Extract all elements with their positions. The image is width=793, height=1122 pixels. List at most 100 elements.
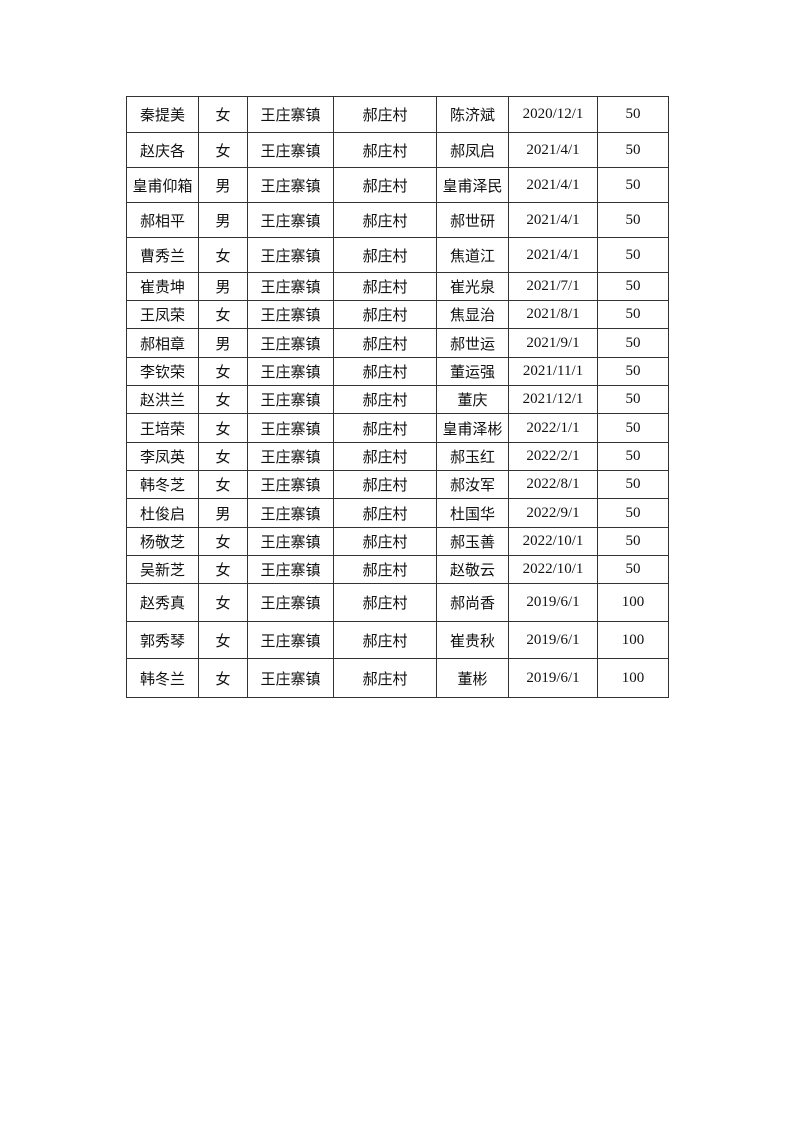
cell-town: 王庄寨镇 — [247, 167, 334, 203]
cell-gender: 女 — [198, 385, 248, 414]
cell-town: 王庄寨镇 — [247, 132, 334, 168]
cell-payer: 董庆 — [436, 385, 509, 414]
cell-date: 2022/10/1 — [508, 527, 598, 556]
cell-name: 李钦荣 — [126, 357, 199, 386]
cell-name: 韩冬芝 — [126, 470, 199, 499]
cell-village: 郝庄村 — [333, 167, 437, 203]
cell-name: 秦提美 — [126, 96, 199, 133]
cell-town: 王庄寨镇 — [247, 272, 334, 301]
cell-amount: 50 — [597, 167, 669, 203]
cell-village: 郝庄村 — [333, 555, 437, 584]
cell-village: 郝庄村 — [333, 470, 437, 499]
table-row: 王凤荣女王庄寨镇 郝庄村 焦显治 2021/8/1 50 — [126, 300, 669, 329]
cell-date: 2021/12/1 — [508, 385, 598, 414]
cell-name: 赵庆各 — [126, 132, 199, 168]
cell-village: 郝庄村 — [333, 498, 437, 528]
cell-name: 郝相平 — [126, 202, 199, 238]
cell-amount: 100 — [597, 621, 669, 659]
cell-village: 郝庄村 — [333, 621, 437, 659]
cell-gender: 男 — [198, 498, 248, 528]
cell-gender: 女 — [198, 413, 248, 443]
cell-amount: 50 — [597, 413, 669, 443]
cell-gender: 男 — [198, 167, 248, 203]
cell-payer: 皇甫泽民 — [436, 167, 509, 203]
cell-date: 2020/12/1 — [508, 96, 598, 133]
cell-name: 皇甫仰箱 — [126, 167, 199, 203]
cell-payer: 郝汝军 — [436, 470, 509, 499]
cell-payer: 郝世运 — [436, 328, 509, 358]
cell-payer: 崔光泉 — [436, 272, 509, 301]
cell-town: 王庄寨镇 — [247, 658, 334, 698]
table-row: 曹秀兰女王庄寨镇 郝庄村 焦道江 2021/4/1 50 — [126, 237, 669, 273]
table-row: 韩冬芝女王庄寨镇 郝庄村 郝汝军 2022/8/1 50 — [126, 470, 669, 499]
table-row: 赵洪兰女王庄寨镇 郝庄村 董庆 2021/12/1 50 — [126, 385, 669, 414]
cell-village: 郝庄村 — [333, 658, 437, 698]
cell-town: 王庄寨镇 — [247, 621, 334, 659]
cell-name: 赵秀真 — [126, 583, 199, 622]
cell-gender: 男 — [198, 328, 248, 358]
cell-date: 2019/6/1 — [508, 621, 598, 659]
cell-date: 2021/7/1 — [508, 272, 598, 301]
cell-name: 赵洪兰 — [126, 385, 199, 414]
cell-amount: 100 — [597, 583, 669, 622]
cell-amount: 50 — [597, 442, 669, 471]
cell-date: 2019/6/1 — [508, 658, 598, 698]
cell-town: 王庄寨镇 — [247, 237, 334, 273]
cell-date: 2022/8/1 — [508, 470, 598, 499]
cell-payer: 郝尚香 — [436, 583, 509, 622]
cell-payer: 董彬 — [436, 658, 509, 698]
cell-amount: 50 — [597, 470, 669, 499]
cell-amount: 50 — [597, 555, 669, 584]
data-table: 秦提美女王庄寨镇 郝庄村 陈济斌 2020/12/1 50 赵庆各女王庄寨镇 郝庄村 郝凤启 2… — [126, 96, 669, 698]
cell-gender: 男 — [198, 202, 248, 238]
cell-town: 王庄寨镇 — [247, 470, 334, 499]
cell-village: 郝庄村 — [333, 328, 437, 358]
cell-date: 2021/4/1 — [508, 132, 598, 168]
cell-name: 郝相章 — [126, 328, 199, 358]
cell-date: 2022/10/1 — [508, 555, 598, 584]
cell-name: 吴新芝 — [126, 555, 199, 584]
cell-gender: 女 — [198, 621, 248, 659]
cell-name: 王培荣 — [126, 413, 199, 443]
cell-date: 2019/6/1 — [508, 583, 598, 622]
cell-gender: 女 — [198, 555, 248, 584]
cell-gender: 女 — [198, 357, 248, 386]
table-row: 皇甫仰箱男王庄寨镇 郝庄村 皇甫泽民 2021/4/1 50 — [126, 167, 669, 203]
cell-name: 李凤英 — [126, 442, 199, 471]
cell-town: 王庄寨镇 — [247, 96, 334, 133]
cell-amount: 50 — [597, 498, 669, 528]
cell-gender: 女 — [198, 583, 248, 622]
cell-amount: 50 — [597, 300, 669, 329]
cell-village: 郝庄村 — [333, 357, 437, 386]
cell-village: 郝庄村 — [333, 237, 437, 273]
table-row: 吴新芝女王庄寨镇 郝庄村 赵敬云 2022/10/1 50 — [126, 555, 669, 584]
cell-payer: 赵敬云 — [436, 555, 509, 584]
table-row: 秦提美女王庄寨镇 郝庄村 陈济斌 2020/12/1 50 — [126, 96, 669, 133]
table-row: 崔贵坤男王庄寨镇 郝庄村 崔光泉 2021/7/1 50 — [126, 272, 669, 301]
table-row: 韩冬兰女王庄寨镇 郝庄村 董彬 2019/6/1 100 — [126, 658, 669, 698]
cell-town: 王庄寨镇 — [247, 328, 334, 358]
cell-name: 郭秀琴 — [126, 621, 199, 659]
cell-village: 郝庄村 — [333, 96, 437, 133]
cell-payer: 郝玉红 — [436, 442, 509, 471]
table-row: 杜俊启男王庄寨镇 郝庄村 杜国华 2022/9/1 50 — [126, 498, 669, 528]
cell-name: 王凤荣 — [126, 300, 199, 329]
table-row: 杨敬芝女王庄寨镇 郝庄村 郝玉善 2022/10/1 50 — [126, 527, 669, 556]
cell-town: 王庄寨镇 — [247, 555, 334, 584]
cell-village: 郝庄村 — [333, 442, 437, 471]
cell-date: 2021/8/1 — [508, 300, 598, 329]
cell-town: 王庄寨镇 — [247, 385, 334, 414]
cell-name: 崔贵坤 — [126, 272, 199, 301]
table-row: 郝相章男王庄寨镇 郝庄村 郝世运 2021/9/1 50 — [126, 328, 669, 358]
cell-amount: 50 — [597, 202, 669, 238]
table-row: 赵秀真女王庄寨镇 郝庄村 郝尚香 2019/6/1 100 — [126, 583, 669, 622]
cell-town: 王庄寨镇 — [247, 442, 334, 471]
cell-town: 王庄寨镇 — [247, 202, 334, 238]
cell-village: 郝庄村 — [333, 385, 437, 414]
cell-payer: 焦道江 — [436, 237, 509, 273]
cell-amount: 50 — [597, 132, 669, 168]
cell-village: 郝庄村 — [333, 202, 437, 238]
cell-date: 2021/4/1 — [508, 237, 598, 273]
cell-town: 王庄寨镇 — [247, 300, 334, 329]
cell-village: 郝庄村 — [333, 272, 437, 301]
